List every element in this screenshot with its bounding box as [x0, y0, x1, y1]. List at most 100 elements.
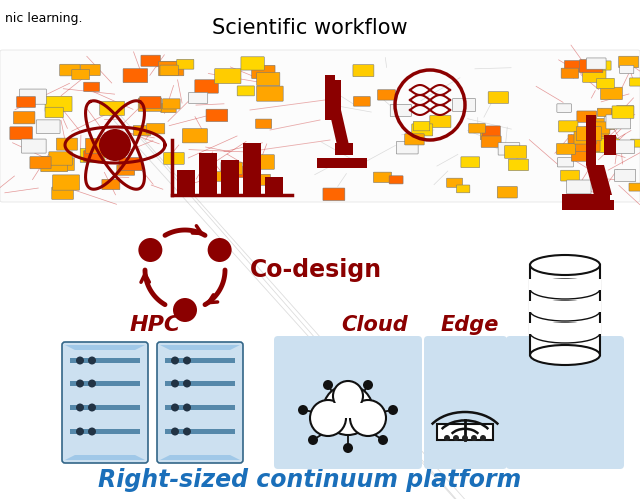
Bar	[165, 405, 235, 410]
FancyBboxPatch shape	[20, 89, 46, 104]
Circle shape	[138, 238, 163, 262]
FancyBboxPatch shape	[603, 119, 619, 129]
Bar	[70, 429, 140, 434]
FancyBboxPatch shape	[160, 61, 177, 71]
FancyBboxPatch shape	[255, 119, 272, 128]
Polygon shape	[160, 455, 240, 460]
FancyBboxPatch shape	[595, 61, 611, 70]
FancyBboxPatch shape	[164, 153, 184, 164]
Circle shape	[173, 298, 197, 322]
Circle shape	[453, 435, 459, 441]
FancyBboxPatch shape	[506, 336, 624, 469]
Circle shape	[76, 380, 84, 388]
Text: Cloud: Cloud	[342, 315, 408, 335]
FancyBboxPatch shape	[582, 69, 606, 82]
FancyBboxPatch shape	[575, 138, 600, 152]
Text: Co-design: Co-design	[250, 258, 382, 282]
FancyBboxPatch shape	[189, 92, 208, 103]
FancyBboxPatch shape	[482, 126, 500, 136]
FancyBboxPatch shape	[412, 124, 433, 136]
FancyBboxPatch shape	[572, 149, 593, 161]
FancyBboxPatch shape	[497, 187, 517, 198]
FancyBboxPatch shape	[117, 165, 134, 175]
FancyBboxPatch shape	[102, 179, 120, 190]
FancyBboxPatch shape	[177, 59, 194, 69]
FancyBboxPatch shape	[589, 122, 610, 134]
Circle shape	[171, 356, 179, 364]
FancyBboxPatch shape	[468, 123, 485, 133]
FancyBboxPatch shape	[597, 108, 612, 117]
FancyBboxPatch shape	[52, 158, 74, 171]
FancyBboxPatch shape	[10, 127, 33, 140]
FancyBboxPatch shape	[163, 99, 180, 109]
Bar	[165, 429, 235, 434]
FancyBboxPatch shape	[600, 87, 622, 100]
FancyBboxPatch shape	[430, 115, 451, 128]
FancyBboxPatch shape	[610, 140, 634, 154]
FancyBboxPatch shape	[209, 172, 225, 181]
FancyBboxPatch shape	[147, 123, 164, 134]
FancyBboxPatch shape	[574, 131, 596, 144]
Circle shape	[76, 404, 84, 412]
Circle shape	[171, 380, 179, 388]
Circle shape	[171, 404, 179, 412]
FancyBboxPatch shape	[596, 118, 615, 129]
Circle shape	[171, 428, 179, 436]
Circle shape	[76, 356, 84, 364]
FancyBboxPatch shape	[123, 69, 148, 83]
FancyBboxPatch shape	[561, 68, 579, 78]
FancyBboxPatch shape	[586, 58, 606, 69]
Bar	[437, 424, 493, 440]
FancyBboxPatch shape	[237, 86, 255, 96]
FancyBboxPatch shape	[577, 111, 596, 122]
Bar	[530, 265, 600, 355]
FancyBboxPatch shape	[561, 170, 579, 181]
FancyBboxPatch shape	[81, 64, 100, 76]
FancyBboxPatch shape	[413, 121, 429, 131]
Polygon shape	[329, 110, 349, 145]
Bar	[317, 158, 367, 168]
FancyBboxPatch shape	[221, 162, 243, 174]
FancyBboxPatch shape	[374, 172, 392, 183]
Circle shape	[363, 380, 373, 390]
Bar	[562, 194, 610, 200]
FancyBboxPatch shape	[481, 136, 501, 147]
Circle shape	[462, 435, 468, 441]
Circle shape	[333, 381, 363, 411]
Circle shape	[350, 400, 386, 436]
FancyBboxPatch shape	[60, 64, 80, 76]
FancyBboxPatch shape	[138, 98, 161, 111]
Circle shape	[88, 380, 96, 388]
Polygon shape	[65, 345, 145, 350]
Circle shape	[76, 428, 84, 436]
Bar	[70, 358, 140, 363]
FancyBboxPatch shape	[630, 139, 640, 147]
Bar	[325, 75, 335, 120]
FancyBboxPatch shape	[206, 109, 228, 122]
FancyBboxPatch shape	[41, 157, 68, 172]
FancyBboxPatch shape	[159, 61, 184, 76]
FancyBboxPatch shape	[84, 151, 104, 162]
FancyBboxPatch shape	[595, 139, 620, 153]
Bar	[329, 80, 341, 110]
FancyBboxPatch shape	[252, 174, 270, 185]
FancyBboxPatch shape	[591, 130, 609, 140]
Bar	[529, 301, 601, 312]
FancyBboxPatch shape	[611, 110, 625, 118]
Text: nic learning.: nic learning.	[5, 12, 83, 25]
FancyBboxPatch shape	[559, 121, 578, 132]
Polygon shape	[65, 455, 145, 460]
FancyBboxPatch shape	[252, 65, 275, 79]
Text: Edge: Edge	[441, 315, 499, 335]
FancyBboxPatch shape	[389, 176, 403, 184]
FancyBboxPatch shape	[160, 65, 179, 76]
Circle shape	[99, 129, 131, 161]
FancyBboxPatch shape	[323, 188, 345, 201]
FancyBboxPatch shape	[0, 50, 640, 202]
FancyBboxPatch shape	[141, 55, 161, 66]
FancyBboxPatch shape	[390, 104, 412, 117]
FancyBboxPatch shape	[566, 180, 591, 194]
Bar	[177, 170, 195, 195]
FancyBboxPatch shape	[52, 175, 79, 190]
Bar	[199, 153, 217, 195]
